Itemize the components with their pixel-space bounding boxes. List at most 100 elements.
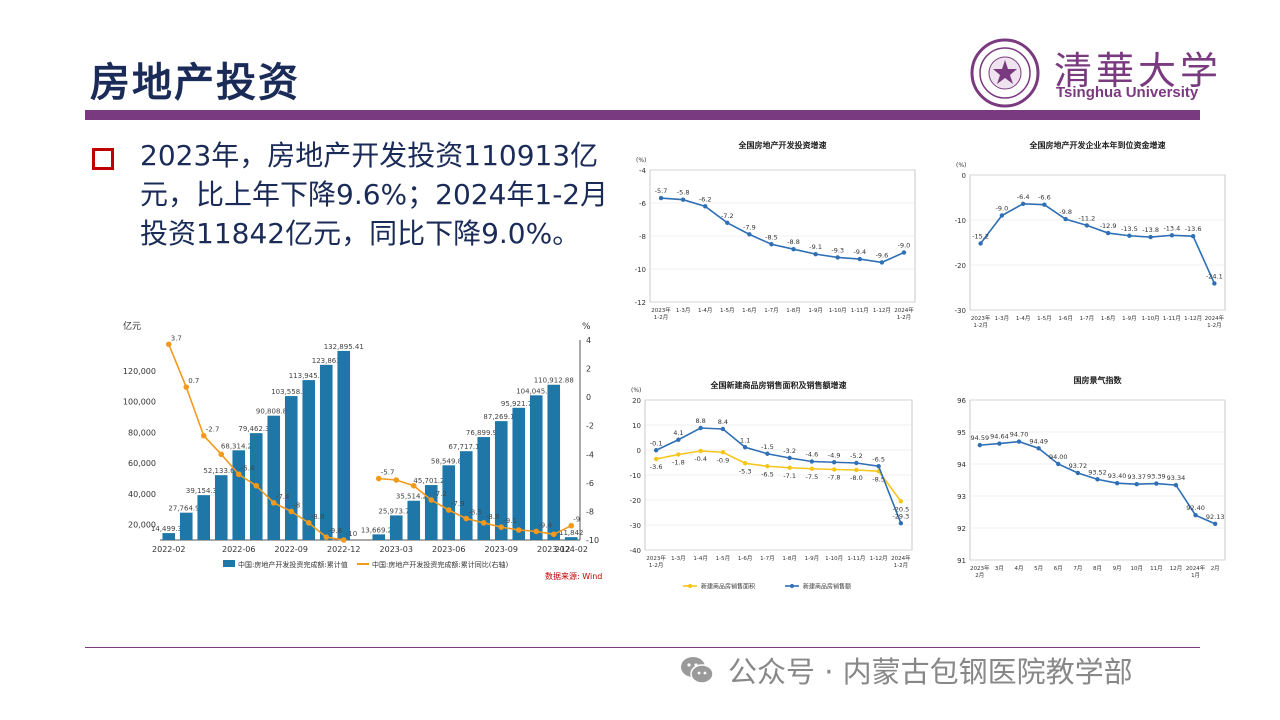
bar xyxy=(214,475,228,540)
x-tick-label: 1-2月 xyxy=(1207,322,1221,329)
x-tick-label: 1-11月 xyxy=(851,307,869,314)
y-left-tick: 40,000 xyxy=(128,490,156,499)
y-tick-label: 95 xyxy=(957,429,966,437)
data-point xyxy=(742,461,748,466)
data-point xyxy=(831,460,837,465)
data-point xyxy=(876,464,881,469)
data-point xyxy=(978,241,983,246)
x-tick-label: 2023年 xyxy=(970,564,990,572)
x-tick-label: 12月 xyxy=(1170,565,1183,572)
line-point xyxy=(515,527,522,533)
data-label: -6.5 xyxy=(872,455,885,463)
y-tick-label: 96 xyxy=(957,397,966,405)
data-point xyxy=(720,450,726,455)
data-point xyxy=(857,256,862,262)
y-tick-label: -30 xyxy=(955,307,966,315)
x-tick-label: 10月 xyxy=(1130,565,1143,572)
data-point xyxy=(999,213,1005,218)
data-point xyxy=(1075,470,1081,476)
chart-title: 全国房地产开发投资增速 xyxy=(738,140,827,150)
series-line xyxy=(979,440,1216,525)
bar xyxy=(512,407,526,540)
data-point xyxy=(809,466,815,471)
legend-label: 新建商品房销售额 xyxy=(803,583,851,591)
data-point xyxy=(1134,481,1139,487)
bar xyxy=(494,421,508,540)
y-right-tick: -6 xyxy=(586,479,594,488)
y-right-tick: 0 xyxy=(586,393,591,402)
data-label: -4.6 xyxy=(806,451,819,459)
line-point xyxy=(498,524,505,530)
x-tick-label: 1-7月 xyxy=(760,555,774,562)
data-label: -24.1 xyxy=(1206,272,1223,280)
data-label: -0.1 xyxy=(650,439,663,447)
data-label: 94.64 xyxy=(990,433,1009,441)
line-point xyxy=(183,384,190,390)
series-line xyxy=(655,427,902,524)
y-tick-label: 93 xyxy=(957,493,966,501)
data-point xyxy=(787,455,792,461)
data-point xyxy=(1148,234,1153,240)
chart-title: 全国新建商品房销售面积及销售额增速 xyxy=(710,380,847,390)
y-right-tick: -10 xyxy=(586,536,599,545)
series-line xyxy=(655,450,902,502)
bar xyxy=(459,451,473,540)
bar-value-label: 13,669.25 xyxy=(361,526,397,534)
bar xyxy=(547,384,561,540)
data-point xyxy=(742,445,748,450)
data-label: -1.8 xyxy=(672,459,685,467)
x-tick-label: 1月 xyxy=(1191,572,1200,579)
x-tick-label: 1-6月 xyxy=(742,307,756,314)
data-point xyxy=(769,242,774,247)
bar-value-label: 90,808.80 xyxy=(256,408,292,416)
data-label: 92.13 xyxy=(1206,513,1225,521)
seal-icon xyxy=(970,38,1040,108)
data-point xyxy=(854,467,859,473)
bar-value-label: 39,154.30 xyxy=(186,487,222,495)
x-tick-label: 1-3月 xyxy=(995,315,1009,322)
data-label: 94.70 xyxy=(1010,431,1029,439)
data-point xyxy=(653,448,659,453)
x-tick-label: 2023-12 xyxy=(537,545,570,554)
y-tick-label: 94 xyxy=(957,461,966,469)
university-logo: 清華大学 Tsinghua University xyxy=(970,38,1218,108)
line-value-label: -7.2 xyxy=(433,490,447,498)
data-point xyxy=(653,456,659,462)
line-point xyxy=(445,507,452,513)
bar-value-label: 87,269.10 xyxy=(483,413,519,421)
data-point xyxy=(1105,230,1111,236)
bar-value-label: 123,863 xyxy=(312,357,341,365)
data-label: -3.6 xyxy=(650,463,663,471)
y-tick-label: -8 xyxy=(639,233,646,241)
legend-label: 中国:房地产开发投资完成额:累计值 xyxy=(238,560,348,569)
data-label: -7.8 xyxy=(828,474,841,482)
data-point xyxy=(1056,461,1061,467)
x-tick-label: 1-11月 xyxy=(1163,315,1181,322)
bar-value-label: 132,895.41 xyxy=(324,343,364,351)
y-tick-label: -40 xyxy=(630,547,641,555)
line-point xyxy=(550,531,557,538)
x-tick-label: 1-6月 xyxy=(1058,315,1072,322)
data-label: 93.40 xyxy=(1108,472,1127,480)
bar xyxy=(564,537,578,540)
data-label: 93.37 xyxy=(1127,473,1146,481)
data-label: -7.1 xyxy=(783,472,796,480)
x-tick-label: 2024年 xyxy=(1205,314,1225,322)
x-tick-label: 9月 xyxy=(1113,565,1122,572)
bar-value-label: 103,558.94 xyxy=(271,388,312,396)
data-label: -9.3 xyxy=(831,246,844,254)
line-point xyxy=(463,515,470,522)
x-tick-label: 6月 xyxy=(1054,565,1063,572)
x-tick-label: 1-3月 xyxy=(676,307,690,314)
bar-value-label: 11,842 xyxy=(559,529,584,537)
line-point xyxy=(288,508,295,515)
y-tick-label: -20 xyxy=(955,262,966,270)
data-label: -9.0 xyxy=(898,242,911,250)
bar-value-label: 113,945.50 xyxy=(289,372,329,380)
logo-english-name: Tsinghua University xyxy=(1056,84,1199,101)
bar xyxy=(232,450,246,540)
plot-frame xyxy=(969,174,1226,311)
y-unit: (%) xyxy=(956,162,966,169)
x-tick-label: 1-9月 xyxy=(808,307,822,314)
data-point xyxy=(901,250,907,255)
